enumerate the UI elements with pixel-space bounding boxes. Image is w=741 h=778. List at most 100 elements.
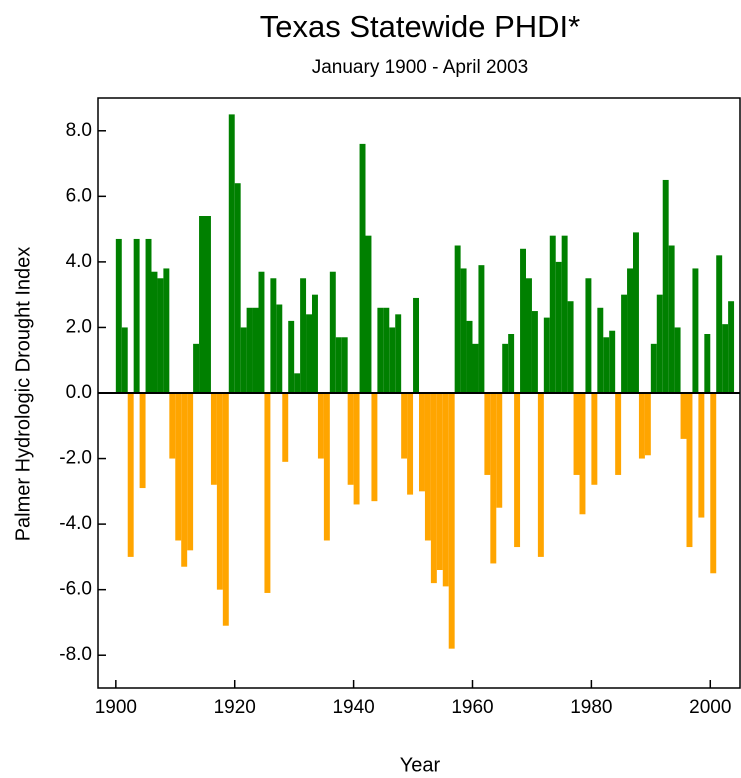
- bar: [650, 343, 657, 393]
- y-tick-label: -8.0: [59, 644, 92, 665]
- x-tick-label: 1920: [214, 697, 256, 718]
- bar: [413, 297, 419, 393]
- x-tick-label: 1960: [451, 697, 493, 718]
- x-tick-label: 1980: [570, 697, 612, 718]
- bar: [692, 268, 699, 393]
- x-tick-label: 1900: [95, 697, 137, 718]
- bar: [139, 393, 146, 489]
- bar: [442, 393, 449, 587]
- bar: [585, 278, 592, 393]
- x-tick-label: 1940: [332, 697, 374, 718]
- bar: [407, 393, 414, 495]
- bar: [579, 393, 586, 515]
- bar: [520, 248, 526, 393]
- bar: [686, 393, 693, 548]
- bar: [668, 245, 675, 393]
- bar: [181, 393, 188, 567]
- bar: [662, 179, 669, 393]
- bar: [288, 320, 295, 393]
- bar: [555, 261, 562, 393]
- bar: [175, 393, 182, 541]
- bar: [728, 301, 735, 393]
- bar: [615, 393, 622, 475]
- bar: [282, 393, 289, 462]
- bar: [609, 330, 616, 393]
- bar: [228, 114, 235, 393]
- bar: [710, 393, 717, 574]
- bar: [121, 327, 128, 393]
- bar: [549, 235, 556, 393]
- bar: [514, 393, 521, 548]
- bar: [383, 307, 390, 393]
- bar: [496, 393, 503, 508]
- bar: [627, 268, 633, 393]
- chart-title: Texas Statewide PHDI*: [260, 9, 580, 44]
- bar: [484, 393, 491, 475]
- bar: [644, 393, 651, 456]
- y-tick-label: 2.0: [66, 316, 92, 337]
- bar: [234, 183, 241, 393]
- bar: [448, 393, 455, 649]
- bar: [317, 393, 324, 459]
- bar: [424, 393, 431, 541]
- bar: [389, 327, 396, 393]
- bar: [472, 343, 479, 393]
- bar: [329, 271, 336, 393]
- bar: [151, 271, 158, 393]
- bar: [603, 337, 610, 393]
- bar: [341, 337, 348, 393]
- bar: [264, 393, 271, 593]
- bar: [704, 334, 711, 393]
- bar: [222, 393, 229, 626]
- bar: [567, 301, 574, 393]
- bar: [436, 393, 443, 570]
- bar: [258, 271, 265, 393]
- bar: [674, 327, 681, 393]
- y-tick-label: 0.0: [66, 382, 92, 403]
- plot-frame: [97, 97, 741, 689]
- y-tick-label: -6.0: [59, 579, 92, 600]
- bar: [377, 307, 384, 393]
- bar: [526, 278, 532, 393]
- bar: [395, 314, 402, 393]
- bar: [353, 393, 360, 505]
- bar: [163, 268, 170, 393]
- x-tick-label: 2000: [689, 697, 731, 718]
- bar: [537, 393, 544, 557]
- bar: [335, 337, 342, 393]
- y-tick-label: 6.0: [66, 185, 92, 206]
- bar: [270, 278, 277, 393]
- bar: [169, 393, 176, 459]
- bar: [371, 393, 378, 502]
- bar: [419, 393, 425, 492]
- bar: [300, 278, 307, 393]
- x-axis-label: Year: [400, 754, 441, 776]
- bar: [216, 393, 223, 590]
- bar: [323, 393, 330, 541]
- y-tick-label: 8.0: [66, 120, 92, 141]
- bar: [573, 393, 580, 475]
- bar: [543, 317, 550, 393]
- bar: [508, 334, 515, 393]
- bar: [401, 393, 408, 459]
- bar: [240, 327, 247, 393]
- bar: [698, 393, 705, 518]
- y-axis-label: Palmer Hydrologic Drought Index: [12, 247, 34, 542]
- bar: [597, 307, 604, 393]
- bar: [127, 393, 134, 557]
- bar: [133, 238, 140, 393]
- bar: [193, 343, 200, 393]
- chart-subtitle: January 1900 - April 2003: [312, 57, 529, 78]
- bar: [347, 393, 354, 485]
- bar: [680, 393, 687, 439]
- bar: [210, 393, 217, 485]
- bar: [157, 278, 164, 393]
- bar: [633, 232, 639, 393]
- bar: [276, 304, 283, 393]
- bar: [294, 373, 301, 393]
- bar: [490, 393, 497, 564]
- y-tick-label: 4.0: [66, 251, 92, 272]
- bar: [466, 320, 473, 393]
- bar: [252, 307, 259, 393]
